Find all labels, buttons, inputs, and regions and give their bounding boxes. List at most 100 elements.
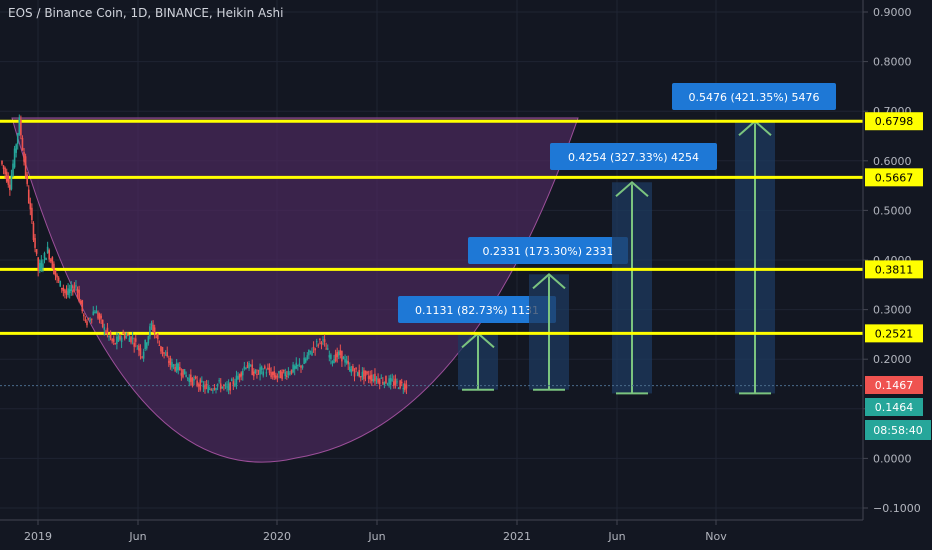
candle-body [147,336,150,344]
candle-body [164,354,167,356]
candle-body [358,370,361,377]
candle-body [20,120,22,136]
candle-body [101,319,104,328]
candle-body [100,315,102,319]
candle-body [166,352,169,357]
candle-body [256,373,258,375]
candle-body [141,356,143,358]
candle-body [243,366,246,369]
candle-body [405,384,408,389]
candle-body [208,388,211,390]
target-label-box [398,296,556,323]
candle-body [297,364,299,366]
y-tick-label: −0.1000 [873,502,921,515]
candle-body [70,284,73,291]
y-tick-label: 0.6000 [873,155,912,168]
candle-body [106,327,109,334]
candle-body [337,351,340,356]
candle-body [5,171,8,182]
y-tick-label: 0.9000 [873,6,912,19]
candle-body [334,353,337,362]
x-tick-label: Nov [705,530,727,543]
candle-body [95,310,98,314]
target-arrow-head [532,273,566,290]
y-tick-label: 0.8000 [873,56,912,69]
candle-body [252,371,255,377]
candle-body [4,168,6,175]
candle-body [298,363,301,365]
candle-body [218,380,220,382]
candle-body [174,367,176,371]
candle-body [212,389,214,391]
candle-body [26,174,28,184]
candle-body [177,363,180,371]
candle-body [29,202,32,210]
candle-body [51,257,54,269]
candle-body [161,347,164,354]
candle-body [356,372,359,376]
candle-body [290,369,293,374]
candle-body [86,321,88,326]
candle-body [306,355,309,360]
candle-body [342,356,345,360]
candle-body [229,382,231,391]
cup-shape [11,117,579,463]
candle-body [341,350,343,362]
candle-body [83,314,85,317]
candle-body [103,327,106,330]
target-label-box [550,143,717,170]
candle-body [355,367,357,370]
candle-body [43,253,46,259]
candle-body [331,361,334,364]
price-axis-tag [865,376,923,394]
level-axis-tag [865,168,923,187]
candle-body [380,377,383,379]
level-axis-tag [865,112,923,131]
candle-body [153,327,156,334]
candle-body [216,383,219,387]
candle-body [199,379,202,390]
candle-body [42,263,44,269]
target-label: 0.4254 (327.33%) 4254 [568,151,699,164]
candle-body [353,371,356,377]
candle-body [13,148,16,168]
x-tick-label: Jun [128,530,146,543]
candle-body [48,250,51,260]
candle-body [179,366,181,371]
candle-body [330,354,332,359]
candle-body [300,365,302,368]
candle-body [232,381,235,385]
candle-body [193,378,195,381]
candle-body [15,144,17,153]
candle-body [226,386,228,388]
candle-body [249,365,252,367]
candle-body [271,372,274,375]
candle-body [9,184,11,191]
candle-body [400,381,403,384]
candle-body [279,370,282,379]
candle-body [197,384,200,387]
candle-body [394,378,397,386]
candle-body [399,380,401,389]
candle-body [163,352,165,354]
candle-body [172,364,175,367]
candle-body [345,360,348,364]
candle-body [213,388,216,390]
y-tick-label: 0.5000 [873,204,912,217]
candle-body [201,380,203,382]
candle-body [160,346,162,352]
candle-body [210,389,213,391]
candle-body [309,350,312,352]
x-tick-label: Jun [367,530,385,543]
candle-body [323,339,326,343]
candle-body [119,335,121,340]
y-tick-label: 0.0000 [873,452,912,465]
candle-body [215,388,217,390]
candle-body [37,257,39,271]
candle-body [248,363,250,369]
candle-body [155,336,158,338]
candle-body [389,378,392,385]
candle-body [320,342,323,345]
candle-body [241,370,244,376]
